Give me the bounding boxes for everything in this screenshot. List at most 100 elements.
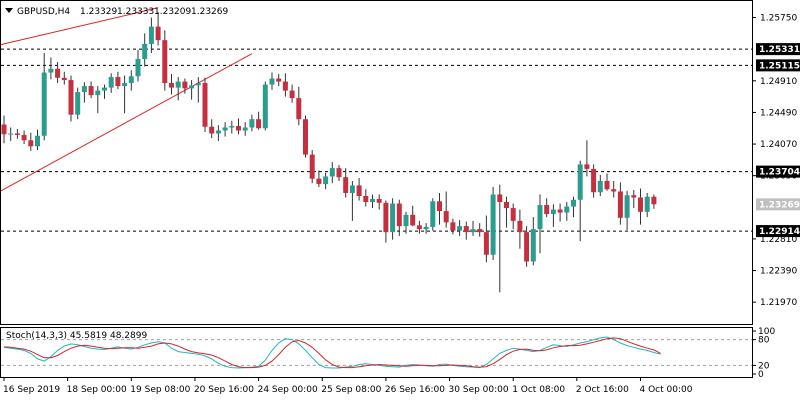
candle-body-bear [155, 26, 161, 41]
candle-body-bull [349, 185, 355, 193]
candle-body-bull [329, 168, 335, 177]
candle [189, 80, 195, 100]
level-tag [756, 59, 800, 72]
candle-body-bear [517, 220, 523, 233]
stochastic-series-line [3, 337, 661, 369]
candle-body-bear [437, 201, 442, 212]
candle [309, 150, 315, 184]
level-label: 1.23704 [759, 168, 800, 178]
candle [611, 180, 617, 198]
candle [61, 71, 67, 85]
candle [490, 186, 496, 261]
candle [202, 77, 208, 133]
candle [504, 196, 509, 228]
trendline[interactable] [3, 7, 159, 45]
candle-body-bear [483, 232, 489, 255]
price-tick-label: 1.24490 [760, 108, 797, 118]
level-tag [756, 165, 800, 178]
candle-body-bull [537, 205, 543, 230]
time-axis: 16 Sep 2019 18 Sep 00:00 19 Sep 08:00 20 Se… [3, 377, 693, 395]
time-tick-label: 16 Sep 2019 [3, 385, 60, 395]
candle [282, 73, 288, 97]
candle-body-bear [363, 196, 369, 203]
candle-body-bull [108, 77, 114, 88]
candle-body-bear [557, 209, 563, 213]
ohlc-close: 1.23269 [191, 7, 228, 17]
trendline[interactable] [3, 53, 253, 190]
candle [483, 215, 489, 263]
ohlc-low: 1.23209 [154, 7, 191, 17]
candle-body-bear [282, 81, 288, 91]
candle-body-bear [202, 83, 208, 127]
candle-body-bull [75, 92, 81, 115]
candle-body-bear [309, 154, 315, 179]
level-label: 1.25331 [759, 45, 800, 55]
candle [437, 192, 442, 225]
candle [450, 218, 456, 235]
candle-body-bull [222, 127, 228, 131]
candle [390, 198, 396, 240]
candle [423, 223, 429, 234]
level-label: 1.25115 [759, 61, 800, 71]
candle-body-bull [242, 127, 248, 131]
symbol-dropdown-icon[interactable] [5, 8, 13, 13]
candle-body-bear [276, 78, 282, 82]
candle-body-bull [175, 81, 181, 88]
current-price-label: 1.23269 [759, 200, 800, 210]
candle-body-bear [55, 68, 61, 78]
level-tag [756, 43, 800, 56]
candle [470, 220, 476, 236]
candle-body-bear [510, 208, 516, 221]
candle [81, 82, 87, 103]
candle [41, 52, 47, 141]
candle-body-bear [115, 77, 121, 87]
candle [128, 70, 134, 91]
candle-body-bull [8, 133, 14, 135]
candle [329, 162, 335, 184]
candle-body-bear [88, 86, 94, 96]
candle-body-bear [463, 226, 469, 233]
candle [477, 223, 483, 237]
stochastic-tick-label: 0 [758, 370, 764, 380]
candle-body-bear [544, 205, 550, 215]
candle [530, 217, 536, 266]
candle-body-bear [497, 194, 503, 203]
candle [383, 200, 389, 243]
candle-body-bear [604, 180, 610, 190]
candle-body-bear [169, 83, 174, 88]
price-panel-frame [0, 0, 753, 325]
time-tick-label: 30 Sep 00:00 [449, 385, 509, 395]
candle-body-bull [122, 83, 128, 87]
trendline-extension [0, 188, 5, 192]
candle-body-bull [229, 125, 235, 128]
ohlc-high: 1.23333 [117, 7, 154, 17]
candle [336, 165, 342, 181]
stochastic-title: Stoch(14,3,3) 45.5819 48.2899 [6, 331, 147, 341]
candle [517, 209, 523, 249]
candle-body-bull [430, 201, 436, 227]
price-tick-label: 1.22810 [760, 235, 797, 245]
stochastic-tick-label: 100 [758, 327, 775, 337]
candle-body-bear [21, 135, 27, 141]
candle-body-bear [410, 214, 416, 226]
candle-body-bear [396, 203, 402, 227]
candle [155, 12, 161, 46]
candle [262, 81, 268, 131]
candle [142, 33, 148, 67]
candle [524, 226, 530, 267]
candle [296, 86, 302, 126]
candle [584, 140, 590, 177]
candle-body-bull [323, 176, 329, 184]
stochastic-tick-label: 20 [758, 361, 770, 371]
candle [88, 81, 94, 99]
candle [349, 180, 355, 221]
candle-body-bear [477, 229, 483, 233]
price-tick-label: 1.25750 [760, 14, 797, 24]
candle [195, 77, 201, 103]
candle-body-bull [624, 195, 630, 218]
candle [457, 220, 463, 236]
candle [638, 188, 643, 225]
candle [48, 57, 54, 80]
